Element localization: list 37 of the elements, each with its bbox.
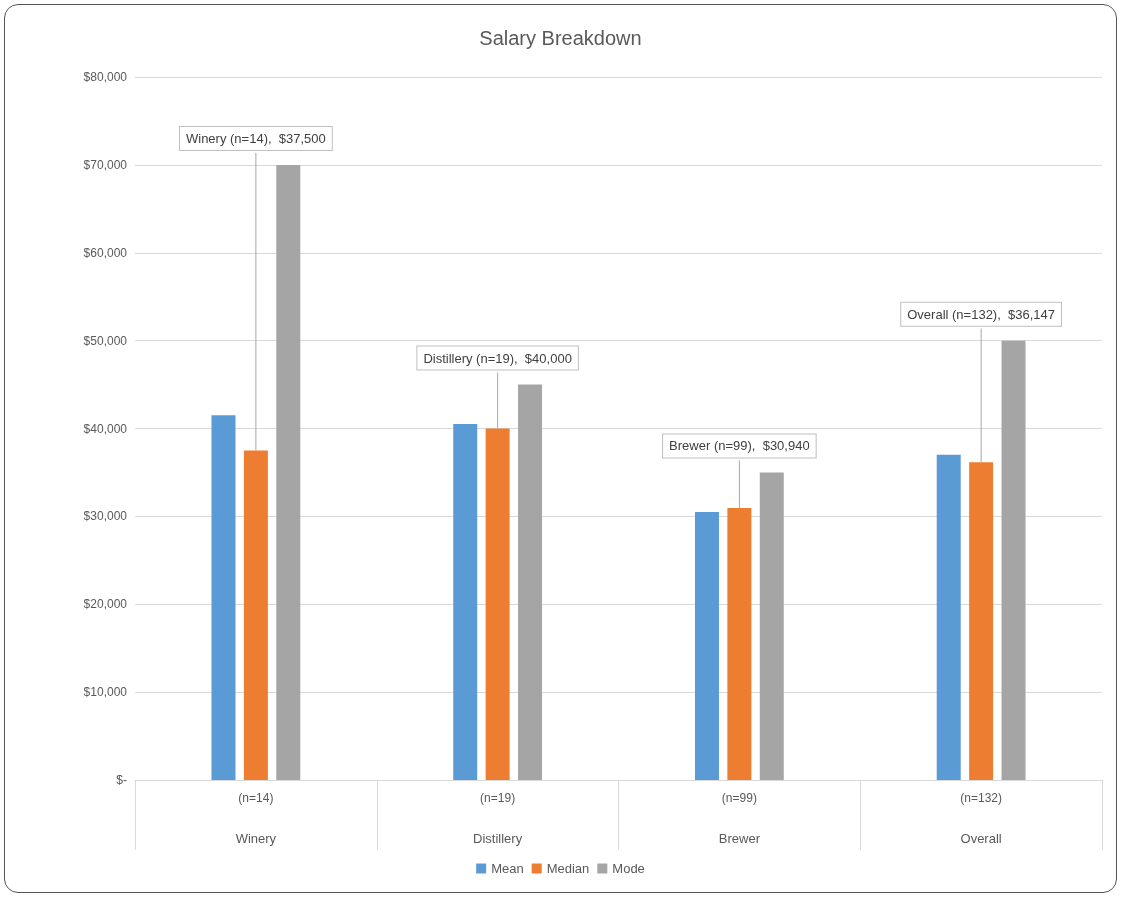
x-tick-label: Overall (960, 831, 1002, 846)
text: (n=99) (721, 791, 757, 805)
bar (727, 508, 752, 780)
bar (969, 462, 994, 780)
bar (1001, 340, 1026, 780)
y-tick-label: $40,000 (83, 421, 128, 436)
annotation: Winery (n=14), $37,500 (185, 130, 326, 146)
text: (n=19) (480, 791, 516, 805)
x-tick-label: Winery (235, 831, 277, 846)
annotation: Distillery (n=19), $40,000 (423, 350, 572, 366)
y-tick-label: $60,000 (83, 245, 128, 260)
y-tick-label: $- (116, 773, 127, 787)
bar (211, 415, 236, 780)
bar (518, 384, 543, 780)
legend-label: Median (546, 861, 590, 876)
bar (759, 472, 784, 780)
x-tick-label: Brewer (718, 831, 761, 846)
bar (936, 454, 961, 780)
legend-label: Mode (612, 861, 645, 876)
annotation: Overall (n=132), $36,147 (907, 306, 1056, 322)
bar (453, 424, 478, 780)
text: (n=132) (960, 791, 1002, 805)
bar (243, 450, 268, 780)
chart-title: Salary Breakdown (479, 27, 642, 49)
bar (276, 164, 301, 780)
y-tick-label: $70,000 (83, 157, 128, 172)
y-tick-label: $30,000 (83, 509, 128, 524)
text: (n=14) (238, 791, 274, 805)
y-tick-label: $80,000 (83, 70, 128, 84)
bar (485, 428, 510, 780)
bar (694, 511, 719, 780)
annotation: Brewer (n=99), $30,940 (669, 438, 810, 454)
y-tick-label: $20,000 (83, 597, 128, 612)
y-tick-label: $50,000 (83, 333, 128, 348)
legend-label: Mean (491, 861, 524, 876)
y-tick-label: $10,000 (83, 685, 128, 700)
x-tick-label: Distillery (473, 831, 523, 846)
